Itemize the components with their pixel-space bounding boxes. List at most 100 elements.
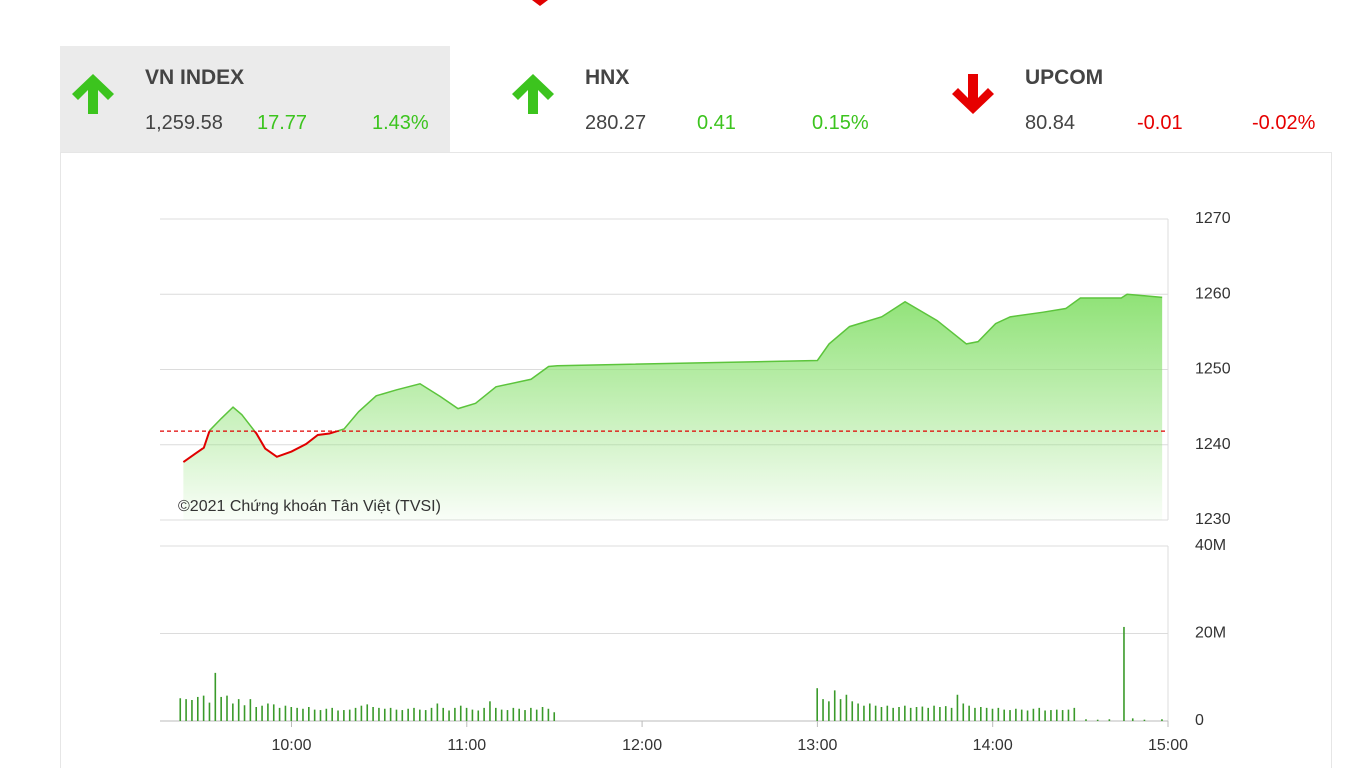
volume-bar — [921, 706, 924, 721]
watermark: ©2021 Chứng khoán Tân Việt (TVSI) — [178, 498, 441, 515]
volume-bar — [325, 708, 328, 721]
volume-bar — [202, 695, 205, 721]
volume-bar — [909, 707, 912, 721]
x-tick-label: 12:00 — [622, 737, 662, 754]
volume-bar — [985, 707, 988, 721]
index-tab[interactable]: VN INDEX 1,259.58 17.77 1.43% — [60, 46, 450, 152]
volume-bar — [541, 707, 544, 721]
volume-bar — [383, 708, 386, 721]
volume-bar — [1032, 708, 1035, 721]
volume-bar — [1061, 710, 1064, 721]
tab-value: 1,259.58 — [145, 112, 223, 134]
direction-arrow — [952, 74, 994, 114]
volume-bar — [471, 709, 474, 721]
volume-bar — [278, 707, 281, 721]
volume-bar — [950, 707, 953, 721]
volume-bar — [191, 700, 193, 721]
volume-bar — [459, 705, 462, 721]
volume-bar — [255, 707, 258, 721]
volume-bar — [1131, 718, 1134, 721]
tab-change: 17.77 — [257, 112, 308, 134]
volume-bar — [1003, 709, 1005, 721]
volume-bar — [1067, 709, 1070, 721]
volume-bar — [863, 705, 865, 721]
volume-bar — [880, 707, 883, 721]
volume-bar — [1108, 719, 1111, 721]
volume-bar — [226, 695, 228, 721]
volume-bar — [1055, 709, 1058, 721]
index-tab[interactable]: UPCOM 80.84 -0.01 -0.02% — [940, 46, 1330, 152]
chart-frame — [60, 152, 1332, 768]
volume-bar — [518, 708, 520, 721]
volume-bar — [272, 704, 275, 721]
arrow-shape — [72, 74, 114, 114]
volume-bar — [419, 709, 421, 721]
volume-bar — [343, 710, 345, 721]
volume-bar — [237, 699, 240, 721]
x-tick-label: 10:00 — [271, 737, 311, 754]
volume-bar — [944, 706, 947, 721]
volume-bar — [506, 710, 509, 721]
volume-bar — [185, 699, 187, 721]
volume-bar — [372, 707, 374, 721]
y-tick-label: 20M — [1195, 625, 1226, 642]
volume-bar — [1020, 709, 1023, 721]
volume-bar — [360, 705, 363, 721]
volume-bar — [296, 707, 298, 721]
volume-bar — [378, 707, 380, 721]
volume-bar — [512, 707, 515, 721]
tab-value: 280.27 — [585, 112, 647, 134]
volume-bar — [816, 688, 818, 721]
volume-bar — [465, 707, 468, 721]
arrow-fragment — [532, 0, 548, 6]
volume-bar — [308, 707, 310, 721]
price-line — [208, 293, 1163, 432]
volume-bar — [530, 707, 532, 721]
volume-bar — [822, 699, 824, 721]
price-area — [183, 294, 1163, 520]
x-tick-label: 11:00 — [447, 737, 486, 754]
volume-bar — [436, 703, 439, 721]
y-tick-label: 1250 — [1195, 361, 1231, 378]
volume-bar — [196, 696, 199, 721]
volume-bar — [535, 709, 538, 721]
volume-bar — [1161, 719, 1163, 721]
volume-bar — [348, 709, 351, 721]
volume-bar — [424, 710, 427, 721]
volume-bar — [442, 707, 445, 721]
y-tick-label: 1230 — [1195, 511, 1231, 528]
tab-name: HNX — [585, 66, 630, 89]
volume-bar — [208, 702, 211, 721]
volume-bar — [845, 694, 848, 721]
y-tick-label: 0 — [1195, 712, 1204, 729]
tab-change: 0.41 — [697, 112, 736, 134]
volume-bar — [828, 701, 830, 721]
volume-bar — [448, 710, 450, 721]
volume-bar — [1026, 710, 1029, 721]
volume-bar — [1085, 719, 1087, 721]
direction-arrow — [512, 74, 554, 114]
volume-bar — [267, 703, 269, 721]
volume-bar — [974, 707, 976, 721]
tab-name: VN INDEX — [145, 66, 245, 89]
volume-bar — [483, 707, 485, 721]
index-tab[interactable]: HNX 280.27 0.41 0.15% — [500, 46, 890, 152]
volume-bar — [354, 707, 357, 721]
volume-bar — [886, 705, 889, 721]
arrow-shape — [952, 74, 994, 114]
volume-bar — [1073, 707, 1076, 721]
volume-bar — [868, 703, 871, 721]
volume-bar — [489, 701, 491, 721]
volume-bar — [1044, 710, 1046, 721]
volume-bar — [833, 690, 836, 721]
volume-bar — [214, 672, 217, 721]
y-tick-label: 1260 — [1195, 285, 1231, 302]
volume-bar — [851, 701, 854, 721]
tab-value: 80.84 — [1025, 112, 1076, 134]
x-tick-label: 15:00 — [1148, 737, 1188, 754]
volume-bar — [337, 710, 339, 721]
volume-bar — [1096, 719, 1099, 721]
volume-bar — [389, 707, 392, 721]
